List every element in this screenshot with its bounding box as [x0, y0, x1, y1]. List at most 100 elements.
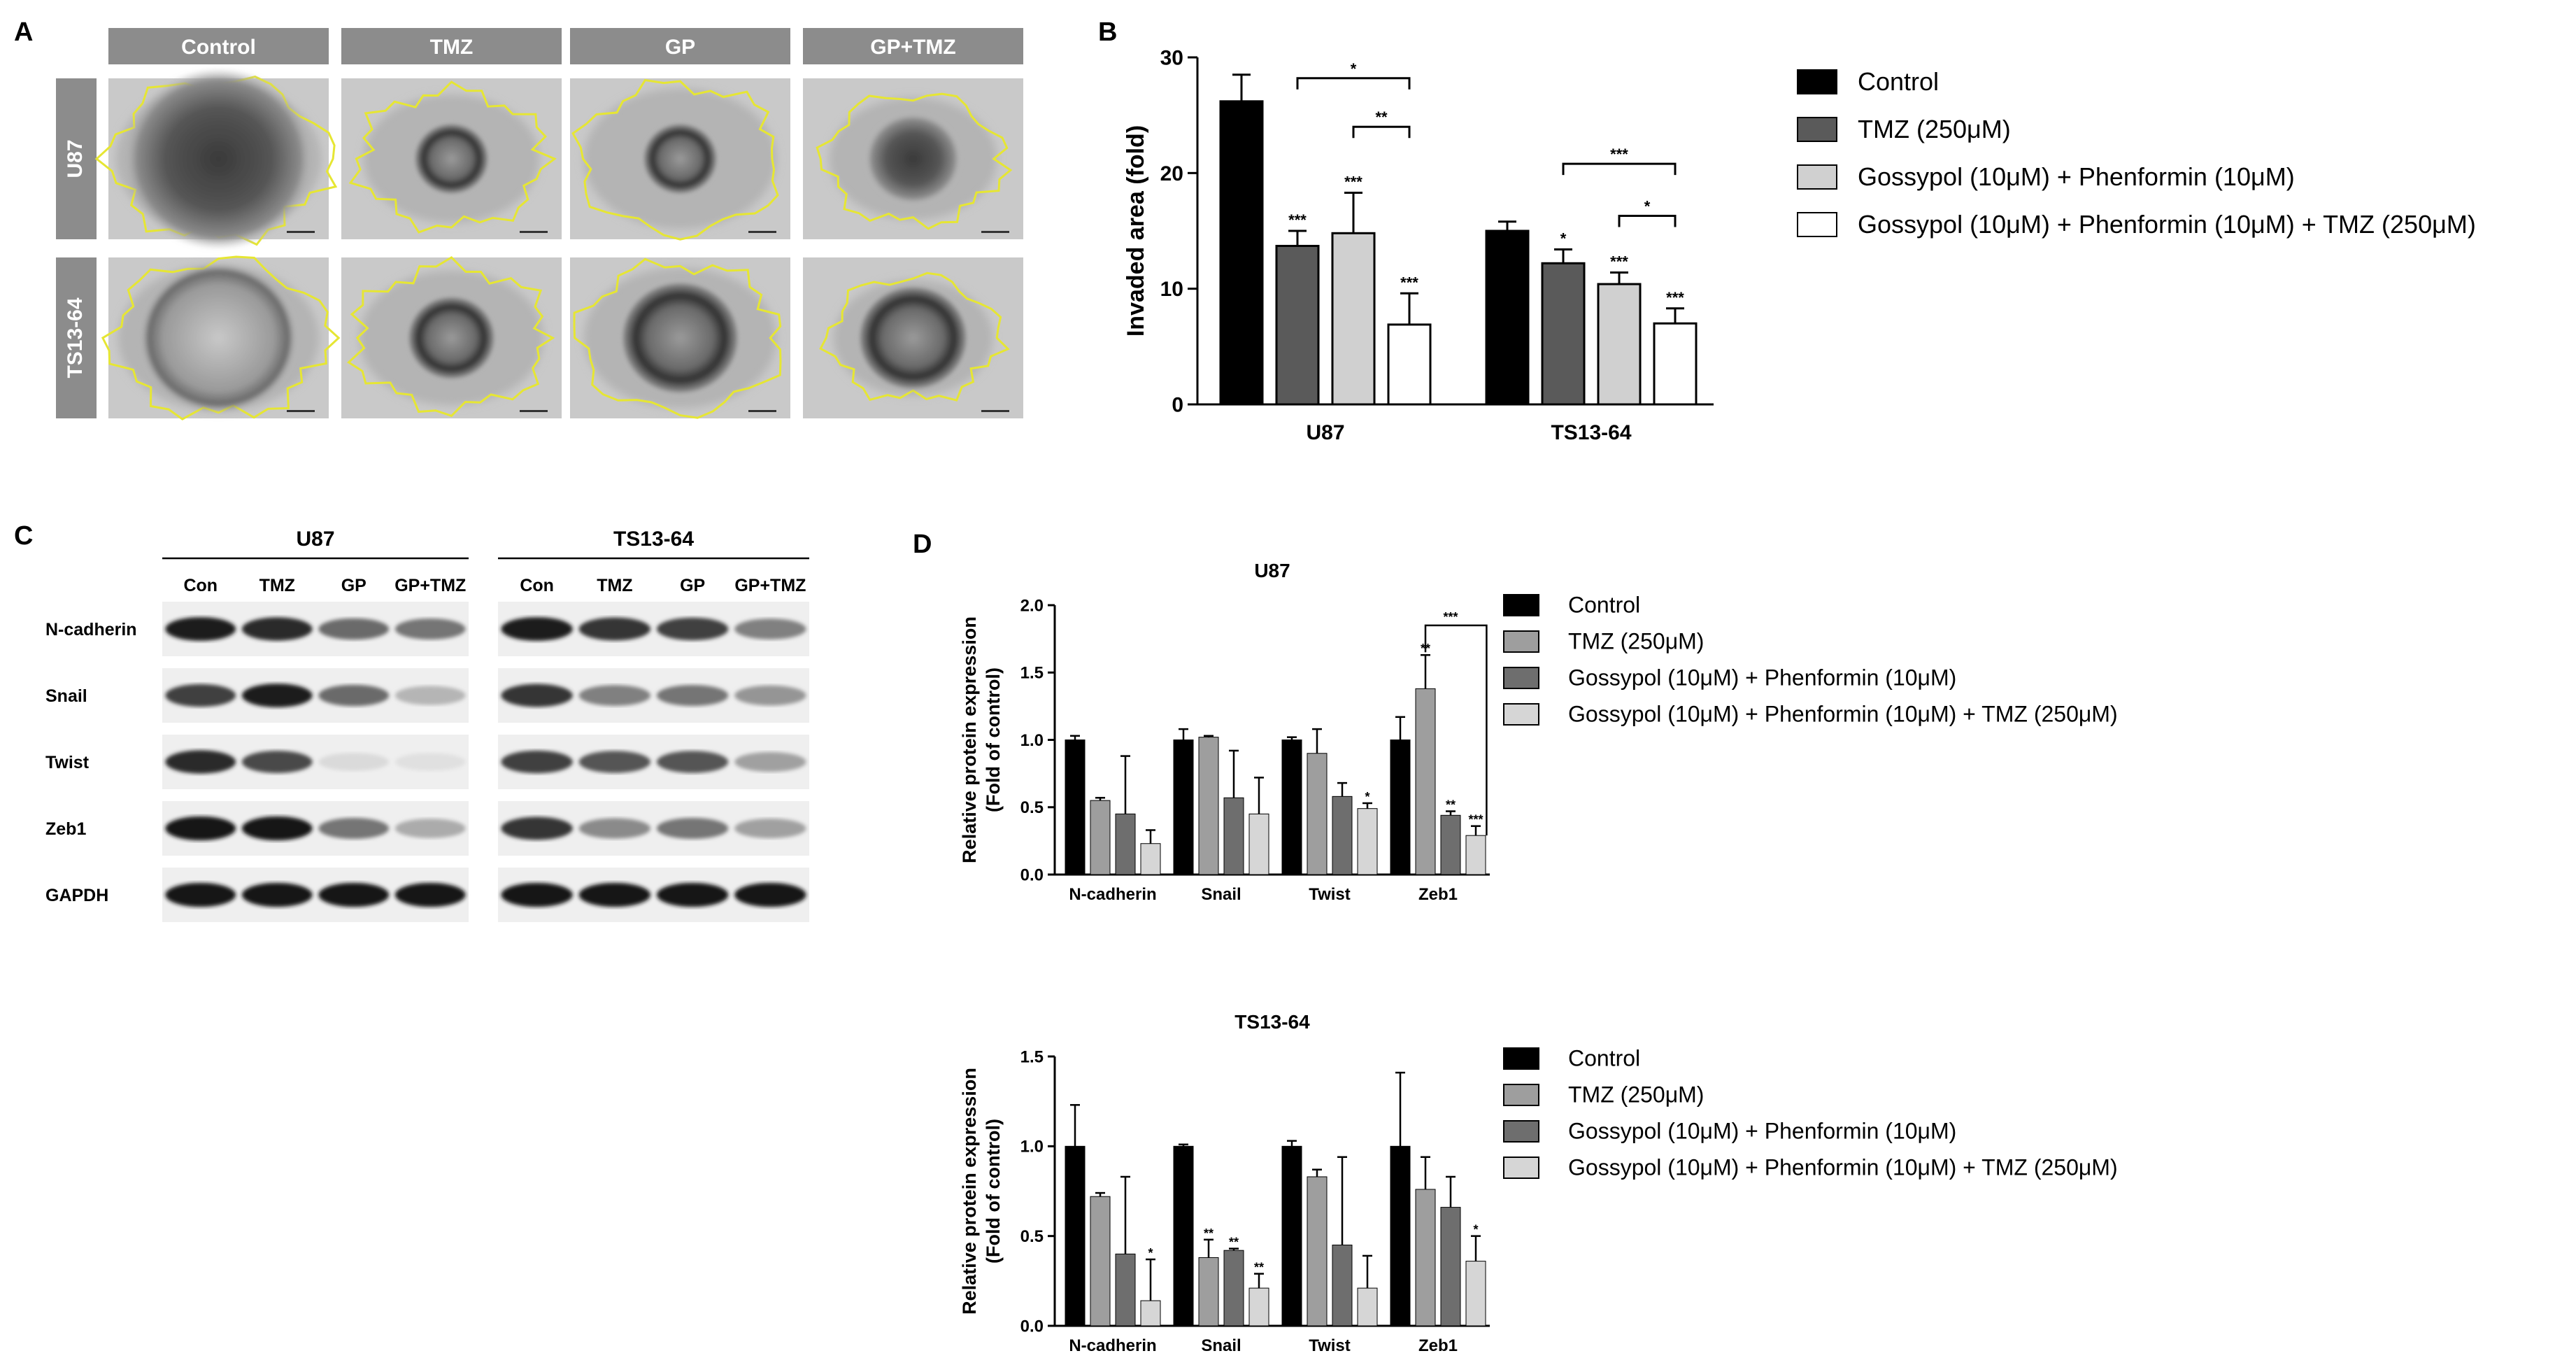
blot-band [734, 751, 806, 772]
blot-band [241, 684, 313, 707]
panel-d-ts1364-chart: TS13-64 Relative protein expression (Fold … [959, 1011, 2118, 1355]
bar-u87-3 [1387, 323, 1432, 406]
bar-ts13-64-3 [1653, 322, 1698, 406]
significance-marker: * [1560, 229, 1567, 247]
lane-label-con: Con [183, 576, 218, 595]
blot-band [318, 817, 390, 840]
bar-snail-0 [1173, 1145, 1194, 1327]
significance-marker: ** [1254, 1261, 1264, 1275]
blot-band [578, 818, 651, 839]
significance-marker: *** [1610, 253, 1628, 271]
spheroid [414, 123, 489, 195]
bar-n-cadherin-2 [1115, 813, 1136, 875]
invasion-outline [348, 80, 557, 234]
y-tick-label: 0.5 [1020, 798, 1044, 817]
legend-swatch-2 [1503, 1120, 1539, 1143]
legend-swatch-1 [1797, 117, 1837, 142]
y-tick-label: 1.0 [1020, 1138, 1044, 1157]
spheroid [122, 67, 315, 250]
blot-band [501, 750, 573, 774]
y-tick-label: 1.0 [1020, 731, 1044, 750]
bracket-marker: * [1644, 198, 1651, 215]
bar-n-cadherin-1 [1090, 1196, 1111, 1327]
y-tick-label: 0.5 [1020, 1227, 1044, 1246]
spheroid [643, 123, 718, 195]
significance-bracket [1618, 215, 1677, 227]
significance-marker: *** [1666, 289, 1684, 306]
significance-marker: *** [1288, 211, 1307, 229]
y-tick-label: 2.0 [1020, 596, 1044, 615]
legend-label-2: Gossypol (10μM) + Phenformin (10μM) [1568, 665, 1956, 691]
legend-label-3: Gossypol (10μM) + Phenformin (10μM) + TM… [1858, 210, 2476, 239]
category-label-zeb1: Zeb1 [1418, 1336, 1458, 1355]
bar-snail-2 [1223, 797, 1244, 875]
significance-marker: *** [1344, 173, 1362, 190]
bar-twist-3 [1357, 1287, 1378, 1327]
legend-label-1: TMZ (250μM) [1568, 1082, 1704, 1108]
significance-marker: *** [1468, 813, 1483, 827]
blot-band [734, 618, 806, 639]
lane-label-gp-tmz: GP+TMZ [394, 576, 466, 595]
category-label-twist: Twist [1309, 1336, 1351, 1355]
legend-label-2: Gossypol (10μM) + Phenformin (10μM) [1858, 162, 2295, 191]
y-tick-label: 30 [1160, 47, 1183, 70]
blot-band [318, 753, 390, 771]
blot-band [241, 816, 313, 841]
spheroid [620, 281, 740, 395]
scale-bar [981, 231, 1009, 233]
blot-band [501, 816, 573, 840]
bar-u87-0 [1219, 100, 1264, 406]
legend-label-0: Control [1858, 67, 1939, 96]
bar-twist-0 [1281, 740, 1302, 875]
y-tick-label: 0 [1172, 394, 1183, 417]
category-label-u87: U87 [1306, 421, 1344, 444]
spheroid [858, 285, 968, 390]
blot-band [318, 618, 390, 640]
blot-band [501, 882, 573, 907]
row-label-ts13-64: TS13-64 [64, 297, 87, 378]
protein-label-twist: Twist [45, 753, 90, 772]
bar-twist-3 [1357, 808, 1378, 875]
legend-label-3: Gossypol (10μM) + Phenformin (10μM) + TM… [1568, 702, 2118, 727]
legend-swatch-0 [1503, 594, 1539, 616]
panel-letter-a: A [14, 17, 33, 47]
legend-swatch-2 [1797, 164, 1837, 190]
bar-twist-2 [1332, 795, 1353, 875]
significance-marker: * [1365, 790, 1369, 804]
blot-band [394, 618, 466, 640]
y-tick-label: 0.0 [1020, 865, 1044, 884]
y-axis-label-2: (Fold of control) [983, 667, 1004, 812]
category-label-zeb1: Zeb1 [1418, 885, 1458, 904]
scale-bar [748, 231, 776, 233]
row-header-u87 [56, 78, 97, 239]
blot-band [578, 617, 651, 641]
blot-band [241, 617, 313, 641]
blot-band [578, 882, 651, 907]
lane-label-con: Con [520, 576, 554, 595]
legend-swatch-1 [1503, 1084, 1539, 1106]
blot-band [501, 684, 573, 707]
y-tick-label: 0.0 [1020, 1317, 1044, 1336]
panel-letter-d: D [913, 530, 932, 559]
legend-swatch-0 [1503, 1047, 1539, 1070]
bar-n-cadherin-2 [1115, 1253, 1136, 1327]
blot-band [734, 685, 806, 706]
blot-band [165, 684, 236, 707]
category-label-n-cadherin: N-cadherin [1069, 885, 1156, 904]
spheroid [864, 113, 962, 205]
significance-marker: *** [1400, 274, 1418, 291]
legend-swatch-1 [1503, 630, 1539, 653]
bar-twist-1 [1307, 753, 1328, 875]
bar-zeb1-2 [1440, 814, 1461, 875]
invasion-outline [573, 257, 782, 419]
bar-n-cadherin-3 [1140, 1300, 1161, 1327]
bar-zeb1-3 [1465, 1261, 1486, 1327]
blot-band [656, 751, 729, 773]
lane-label-tmz: TMZ [597, 576, 632, 595]
column-header-tmz [341, 28, 562, 64]
legend-swatch-3 [1797, 212, 1837, 237]
legend-swatch-3 [1503, 703, 1539, 726]
blot-band [165, 617, 236, 641]
legend-label-0: Control [1568, 1046, 1640, 1071]
legend-label-0: Control [1568, 593, 1640, 618]
